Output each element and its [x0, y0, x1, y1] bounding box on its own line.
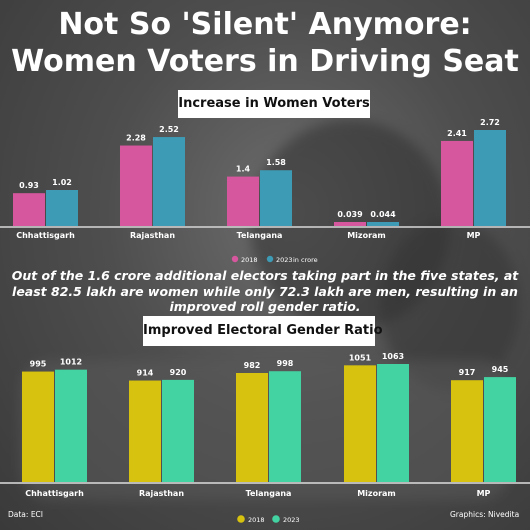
chart2-value-label: 998 [277, 359, 294, 368]
chart2-value-label: 982 [244, 361, 261, 370]
chart1-legend-swatch-2018 [231, 255, 239, 263]
chart2-bar-2023-mizoram [377, 364, 409, 482]
chart1-category-label: Rajasthan [130, 231, 175, 240]
chart1-bar-2018-mizoram [334, 222, 366, 226]
chart2-bar-2023-mp [484, 377, 516, 482]
chart2-value-label: 1012 [60, 358, 82, 367]
chart1-baseline [0, 226, 530, 228]
chart2-value-label: 945 [492, 365, 509, 374]
chart1-value-label: 2.41 [447, 129, 467, 138]
chart1-value-label: 2.52 [159, 125, 179, 134]
chart1-bar-2018-chhattisgarh [13, 193, 45, 226]
chart2-legend-label: 2018 [248, 516, 265, 524]
chart1-unit-note: in crore [293, 256, 318, 264]
chart1-bar-2018-telangana [227, 176, 259, 226]
data-source: Data: ECI [8, 510, 44, 519]
chart1-category-label: Mizoram [347, 231, 386, 240]
chart2-value-label: 995 [30, 360, 47, 369]
chart2-category-label: Mizoram [357, 489, 396, 498]
chart1-category-label: Chhattisgarh [16, 231, 75, 240]
chart2-title: Improved Electoral Gender Ratio [143, 316, 383, 346]
chart1-value-label: 0.044 [370, 210, 396, 219]
chart2-value-label: 914 [137, 369, 154, 378]
chart2-bar-2018-mp [451, 380, 483, 482]
chart1-title: Increase in Women Voters [178, 90, 370, 118]
chart2-category-label: Chhattisgarh [25, 489, 84, 498]
chart2-bar-2023-chhattisgarh [55, 369, 87, 482]
summary-note: Out of the 1.6 crore additional electors… [11, 268, 519, 314]
chart2-value-label: 1051 [349, 353, 372, 362]
chart2-legend-label: 2023 [283, 516, 300, 524]
chart2-value-label: 917 [459, 368, 476, 377]
chart1-value-label: 0.039 [337, 210, 363, 219]
chart1-value-label: 0.93 [19, 181, 39, 190]
chart2-bar-2018-telangana [236, 372, 268, 482]
chart1-value-label: 2.72 [480, 118, 500, 127]
chart2-category-label: Telangana [246, 489, 292, 498]
chart1-legend-swatch-2023 [266, 255, 274, 263]
chart1-bar-2023-chhattisgarh [46, 190, 78, 226]
chart1-bar-2018-rajasthan [120, 145, 152, 226]
chart1-bar-2018-mp [441, 140, 473, 226]
chart1-bar-2023-telangana [260, 170, 292, 226]
chart2-value-label: 920 [170, 368, 187, 377]
main-title: Not So 'Silent' Anymore: Women Voters in… [0, 6, 530, 80]
chart2-baseline [0, 482, 530, 484]
chart2-legend-swatch-2023 [272, 515, 280, 523]
graphics-credit: Graphics: Nivedita [450, 510, 520, 519]
chart2-bar-2018-chhattisgarh [22, 371, 54, 482]
chart2-category-label: MP [477, 489, 491, 498]
chart1-value-label: 1.4 [236, 165, 251, 174]
title-line-1: Not So 'Silent' Anymore: [58, 7, 472, 42]
chart2-category-label: Rajasthan [139, 489, 184, 498]
chart1-legend-label: 2018 [241, 256, 258, 264]
chart1-category-label: MP [467, 231, 481, 240]
chart1-value-label: 1.58 [266, 158, 286, 167]
chart1-category-label: Telangana [237, 231, 283, 240]
chart2-bar-2023-rajasthan [162, 379, 194, 482]
chart1-value-label: 2.28 [126, 134, 146, 143]
chart1-value-label: 1.02 [52, 178, 72, 187]
chart2-legend-swatch-2018 [237, 515, 245, 523]
chart1-bar-2023-mp [474, 130, 506, 226]
chart2-bar-2018-mizoram [344, 365, 376, 482]
chart2-value-label: 1063 [382, 352, 404, 361]
chart1-legend-label: 2023 [276, 256, 293, 264]
title-line-2: Women Voters in Driving Seat [11, 44, 519, 79]
chart1-bar-2023-rajasthan [153, 137, 185, 226]
chart1-bar-2023-mizoram [367, 222, 399, 226]
chart2-bar-2023-telangana [269, 371, 301, 482]
chart2-bar-2018-rajasthan [129, 380, 161, 482]
